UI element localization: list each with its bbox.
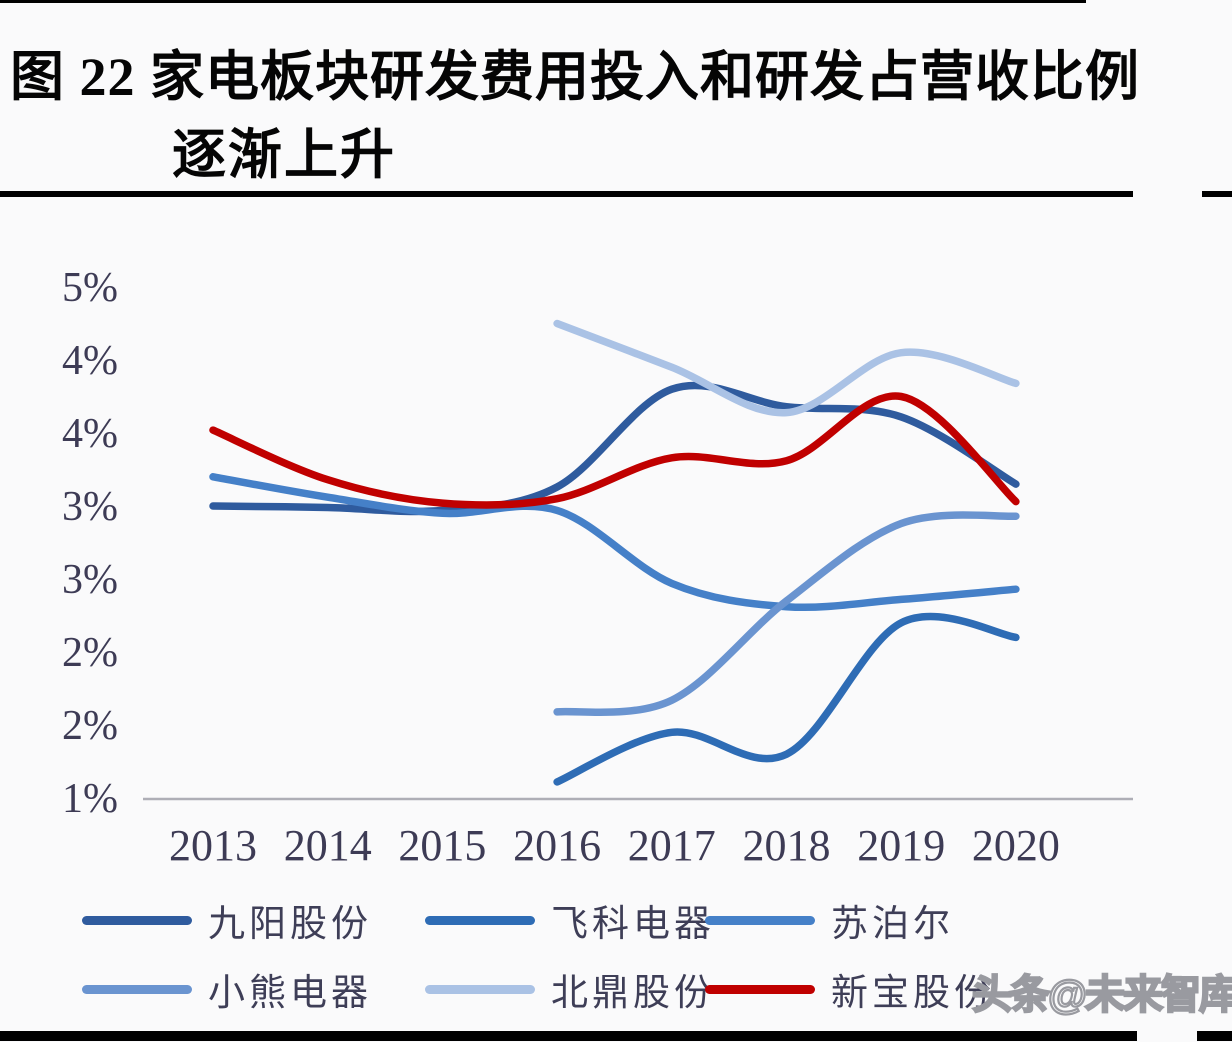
y-tick-label: 2% — [62, 630, 118, 676]
legend-item-flyco: 飞科电器 — [425, 897, 715, 945]
y-tick-label: 4% — [62, 338, 118, 384]
series-line-xinbao — [209, 392, 1020, 509]
bottom-bar — [0, 1031, 1137, 1041]
series-line-supor — [209, 473, 1020, 612]
x-tick-label: 2017 — [628, 821, 716, 870]
legend-item-supor: 苏泊尔 — [705, 897, 954, 945]
watermark: 头条@未来智库 — [971, 972, 1232, 1018]
legend-swatch-buydeem — [425, 984, 535, 994]
y-tick-label: 5% — [62, 265, 118, 311]
legend-swatch-bear — [82, 984, 192, 994]
x-tick-label: 2019 — [857, 821, 945, 870]
x-tick-label: 2014 — [284, 821, 372, 870]
legend-label-supor: 苏泊尔 — [831, 904, 954, 945]
legend-swatch-supor — [705, 915, 815, 925]
x-tick-label: 2013 — [169, 821, 257, 870]
legend-swatch-joyoung — [82, 915, 192, 925]
figure-title-line2: 逐渐上升 — [172, 125, 396, 185]
legend-item-joyoung: 九阳股份 — [82, 897, 372, 945]
x-tick-label: 2020 — [972, 821, 1060, 870]
legend-item-bear: 小熊电器 — [82, 966, 372, 1014]
legend-label-joyoung: 九阳股份 — [208, 904, 372, 945]
y-tick-label: 4% — [62, 411, 118, 457]
legend-label-xinbao: 新宝股份 — [831, 973, 995, 1014]
bottom-bar-right-segment — [1197, 1031, 1232, 1041]
series-line-joyoung — [209, 381, 1020, 516]
x-tick-label: 2015 — [398, 821, 486, 870]
y-tick-label: 2% — [62, 703, 118, 749]
series-line-flyco — [553, 612, 1020, 786]
top-rule — [0, 0, 1086, 3]
y-tick-label: 3% — [62, 484, 118, 530]
figure-title-line1: 图 22 家电板块研发费用投入和研发占营收比例 — [10, 47, 1140, 107]
x-tick-label: 2018 — [743, 821, 831, 870]
legend-label-bear: 小熊电器 — [208, 973, 372, 1014]
legend-item-xinbao: 新宝股份 — [705, 966, 995, 1014]
title-underline — [0, 191, 1133, 197]
legend-label-flyco: 飞科电器 — [551, 904, 715, 945]
x-tick-label: 2016 — [513, 821, 601, 870]
series-line-buydeem — [553, 319, 1020, 417]
legend-item-buydeem: 北鼎股份 — [425, 966, 715, 1014]
title-underline-right-segment — [1202, 191, 1232, 197]
y-tick-label: 1% — [62, 776, 118, 822]
series-line-bear — [553, 511, 1020, 717]
legend-label-buydeem: 北鼎股份 — [551, 973, 715, 1014]
legend-swatch-xinbao — [705, 984, 815, 994]
legend-swatch-flyco — [425, 915, 535, 925]
y-tick-label: 3% — [62, 557, 118, 603]
